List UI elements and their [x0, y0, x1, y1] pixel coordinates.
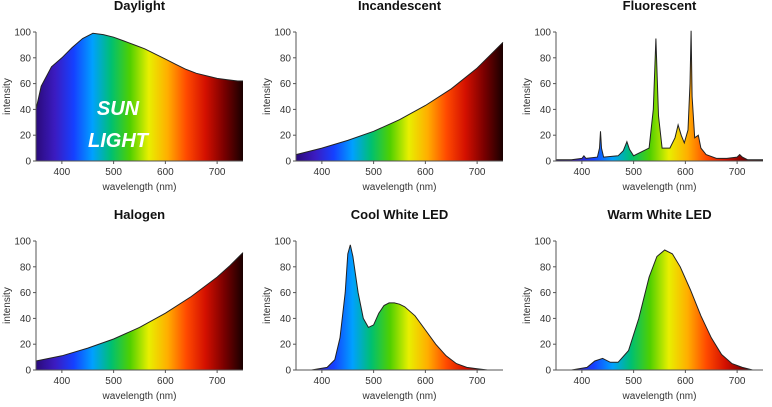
y-tick-label: 60: [540, 288, 552, 299]
chart-title: Incandescent: [358, 0, 442, 13]
chart-title: Fluorescent: [623, 0, 697, 13]
y-tick-label: 40: [280, 105, 292, 116]
x-tick-label: 600: [677, 167, 694, 178]
y-tick-label: 40: [20, 314, 32, 325]
y-tick-label: 100: [14, 237, 31, 248]
x-tick-label: 400: [574, 376, 591, 387]
overlay-text: LIGHT: [88, 130, 150, 152]
x-tick-label: 700: [469, 167, 486, 178]
x-tick-label: 500: [105, 167, 122, 178]
spectrum-area: [296, 42, 503, 161]
x-axis-label: wavelength (nm): [622, 182, 697, 193]
x-tick-label: 700: [469, 376, 486, 387]
x-tick-label: 700: [209, 167, 226, 178]
y-tick-label: 100: [274, 237, 291, 248]
x-tick-label: 400: [574, 167, 591, 178]
spectrum-area: [36, 252, 243, 370]
y-axis-label: intensity: [2, 287, 13, 324]
y-tick-label: 40: [280, 314, 292, 325]
x-tick-label: 600: [677, 376, 694, 387]
spectrum-area: [571, 250, 753, 370]
y-tick-label: 0: [545, 366, 551, 377]
chart-title: Halogen: [114, 207, 165, 222]
y-tick-label: 0: [25, 366, 31, 377]
spectrum-curve: [556, 30, 763, 161]
y-tick-label: 20: [280, 340, 292, 351]
y-tick-label: 0: [285, 366, 291, 377]
y-tick-label: 40: [540, 105, 552, 116]
x-tick-label: 400: [314, 167, 331, 178]
x-tick-label: 600: [157, 376, 174, 387]
y-tick-label: 80: [540, 262, 552, 273]
x-tick-label: 500: [625, 167, 642, 178]
y-axis-label: intensity: [262, 287, 273, 324]
x-tick-label: 500: [625, 376, 642, 387]
y-axis-label: intensity: [522, 287, 533, 324]
x-axis-label: wavelength (nm): [362, 391, 437, 402]
spectrum-area: [36, 33, 243, 161]
x-tick-label: 700: [209, 376, 226, 387]
y-tick-label: 80: [280, 262, 292, 273]
y-tick-label: 40: [20, 105, 32, 116]
y-tick-label: 60: [20, 79, 32, 90]
chart-5: Cool White LED 0 20 40 60 80 100 400 500 600 700 wa…: [262, 207, 503, 402]
chart-2: Incandescent 0 20 40 60 80 100 400 500 600 700 wave…: [262, 0, 504, 193]
chart-3: Fluorescent 0 20 40 60 80 100 400 500 600 700 wavel…: [522, 0, 763, 193]
y-tick-label: 100: [274, 28, 291, 39]
y-tick-label: 100: [534, 237, 551, 248]
spectrum-area: [556, 30, 763, 162]
y-tick-label: 0: [545, 157, 551, 168]
x-tick-label: 400: [314, 376, 331, 387]
chart-title: Daylight: [114, 0, 166, 13]
y-tick-label: 20: [540, 131, 552, 142]
y-tick-label: 80: [540, 53, 552, 64]
y-tick-label: 20: [280, 131, 292, 142]
y-tick-label: 100: [14, 28, 31, 39]
chart-4: Halogen 0 20 40 60 80 100 400 500 600 700 wavelengt…: [2, 207, 244, 402]
chart-title: Cool White LED: [351, 207, 449, 222]
chart-title: Warm White LED: [607, 207, 711, 222]
y-tick-label: 20: [20, 340, 32, 351]
spectrum-curve: [35, 252, 244, 362]
x-axis-label: wavelength (nm): [102, 391, 177, 402]
x-tick-label: 600: [157, 167, 174, 178]
y-axis-label: intensity: [262, 78, 273, 115]
y-tick-label: 60: [280, 288, 292, 299]
y-tick-label: 80: [280, 53, 292, 64]
spectrum-curve: [35, 32, 243, 110]
y-tick-label: 80: [20, 262, 32, 273]
spectrum-curve: [311, 244, 488, 371]
x-tick-label: 500: [365, 167, 382, 178]
y-tick-label: 60: [540, 79, 552, 90]
x-axis-label: wavelength (nm): [622, 391, 697, 402]
y-tick-label: 40: [540, 314, 552, 325]
x-tick-label: 600: [417, 167, 434, 178]
overlay-text: SUN: [97, 98, 140, 120]
x-tick-label: 400: [54, 376, 71, 387]
y-tick-label: 20: [540, 340, 552, 351]
chart-6: Warm White LED 0 20 40 60 80 100 400 500 600 700 wa…: [522, 207, 763, 402]
x-tick-label: 500: [365, 376, 382, 387]
spectrum-area: [311, 244, 488, 370]
chart-1: Daylight 0 20 40 60 80 100 400 500 600 700 waveleng…: [2, 0, 243, 193]
y-tick-label: 100: [534, 28, 551, 39]
y-tick-label: 0: [285, 157, 291, 168]
x-tick-label: 400: [54, 167, 71, 178]
y-tick-label: 20: [20, 131, 32, 142]
y-tick-label: 80: [20, 53, 32, 64]
x-axis-label: wavelength (nm): [362, 182, 437, 193]
y-axis-label: intensity: [522, 78, 533, 115]
x-tick-label: 700: [729, 376, 746, 387]
x-axis-label: wavelength (nm): [102, 182, 177, 193]
y-tick-label: 60: [20, 288, 32, 299]
x-tick-label: 500: [105, 376, 122, 387]
y-axis-label: intensity: [2, 78, 13, 115]
y-tick-label: 0: [25, 157, 31, 168]
spectrum-curve: [295, 41, 504, 156]
x-tick-label: 600: [417, 376, 434, 387]
spectrum-curve: [571, 249, 753, 371]
x-tick-label: 700: [729, 167, 746, 178]
y-tick-label: 60: [280, 79, 292, 90]
